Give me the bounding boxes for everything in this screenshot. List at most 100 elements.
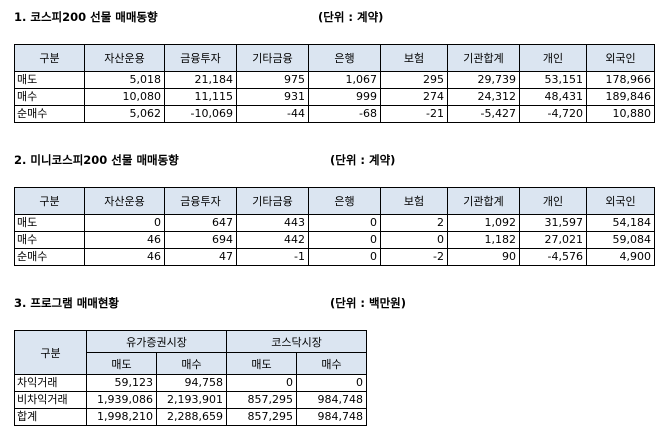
table-row: 순매수 5,062 -10,069 -44 -68 -21 -5,427 -4,… (14, 105, 655, 123)
section2-title: 2. 미니코스피200 선물 매매동향 (14, 153, 179, 167)
table-cell: 274 (380, 88, 448, 106)
table-row: 매수 46 694 442 0 0 1,182 27,021 59,084 (14, 231, 655, 249)
table-row: 합계 1,998,210 2,288,659 857,295 984,748 (14, 408, 368, 426)
table-cell: 0 (226, 374, 298, 392)
table-cell: 0 (84, 214, 165, 232)
header-cell: 은행 (308, 44, 381, 72)
table-cell: 10,080 (84, 88, 165, 106)
table-cell: 999 (308, 88, 381, 106)
table-cell: 694 (164, 231, 237, 249)
table-cell: 1,998,210 (86, 408, 157, 426)
table-cell: 11,115 (164, 88, 237, 106)
header-cell: 기관합계 (447, 44, 520, 72)
table-cell: 27,021 (519, 231, 587, 249)
table-cell: 5,018 (84, 71, 165, 89)
header-cell: 개인 (519, 187, 587, 215)
header-cell: 은행 (308, 187, 381, 215)
table-cell: 1,067 (308, 71, 381, 89)
table-cell: 0 (308, 231, 381, 249)
table-cell: 1,182 (447, 231, 520, 249)
row-label: 매도 (14, 214, 85, 232)
table-cell: 21,184 (164, 71, 237, 89)
market-header-kosdaq: 코스닥시장 (226, 330, 368, 353)
table-cell: 29,739 (447, 71, 520, 89)
table-cell: 46 (84, 248, 165, 266)
subheader-cell: 매도 (226, 352, 298, 375)
program-trading-table: 구분 유가증권시장 코스닥시장 매도 매수 매도 매수 차익거래 59,123 … (14, 330, 368, 426)
table-cell: -68 (308, 105, 381, 123)
table-cell: 5,062 (84, 105, 165, 123)
row-label: 순매수 (14, 248, 85, 266)
table-row: 매수 10,080 11,115 931 999 274 24,312 48,4… (14, 88, 655, 106)
table-subheader-row: 매도 매수 매도 매수 (15, 352, 368, 375)
table-cell: -2 (380, 248, 448, 266)
table-cell: -5,427 (447, 105, 520, 123)
table-cell: 47 (164, 248, 237, 266)
header-cell: 기관합계 (447, 187, 520, 215)
table-cell: 984,748 (296, 391, 368, 409)
header-cell: 구분 (14, 187, 85, 215)
row-label: 매수 (14, 231, 85, 249)
section2-unit: (단위 : 계약) (330, 153, 396, 167)
row-label: 매수 (14, 88, 85, 106)
table-header-row: 구분 유가증권시장 코스닥시장 (14, 330, 368, 375)
table-row: 매도 0 647 443 0 2 1,092 31,597 54,184 (14, 214, 655, 232)
header-cell: 구분 (14, 330, 87, 375)
table-cell: 0 (308, 248, 381, 266)
table-cell: -10,069 (164, 105, 237, 123)
table-row: 순매수 46 47 -1 0 -2 90 -4,576 4,900 (14, 248, 655, 266)
table-cell: 857,295 (226, 391, 298, 409)
table-cell: 984,748 (296, 408, 368, 426)
subheader-cell: 매도 (86, 352, 157, 375)
table-cell: 857,295 (226, 408, 298, 426)
table-cell: 443 (236, 214, 309, 232)
table-cell: 2,193,901 (155, 391, 228, 409)
header-cell: 기타금융 (236, 187, 309, 215)
table-header-row: 구분 자산운용 금융투자 기타금융 은행 보험 기관합계 개인 외국인 (14, 44, 655, 72)
table-cell: 90 (447, 248, 520, 266)
header-cell: 자산운용 (84, 187, 165, 215)
market-header-kospi: 유가증권시장 (85, 330, 228, 353)
table-cell: 647 (164, 214, 237, 232)
table-cell: 4,900 (586, 248, 655, 266)
table-cell: 178,966 (586, 71, 655, 89)
table-header-row: 구분 자산운용 금융투자 기타금융 은행 보험 기관합계 개인 외국인 (14, 187, 655, 215)
header-cell: 외국인 (586, 187, 655, 215)
table-cell: 10,880 (586, 105, 655, 123)
table-cell: -1 (236, 248, 309, 266)
header-cell: 자산운용 (84, 44, 165, 72)
table-cell: 94,758 (155, 374, 228, 392)
table-cell: 0 (308, 214, 381, 232)
header-cell: 금융투자 (164, 44, 237, 72)
table-cell: 59,123 (86, 374, 157, 392)
table-row: 차익거래 59,123 94,758 0 0 (14, 374, 368, 392)
table-row: 매도 5,018 21,184 975 1,067 295 29,739 53,… (14, 71, 655, 89)
header-cell: 보험 (380, 44, 448, 72)
row-label: 차익거래 (14, 374, 87, 392)
table-cell: 295 (380, 71, 448, 89)
table-cell: 931 (236, 88, 309, 106)
section1-title: 1. 코스피200 선물 매매동향 (14, 10, 158, 24)
header-cell: 개인 (519, 44, 587, 72)
table-cell: 53,151 (519, 71, 587, 89)
table-cell: 31,597 (519, 214, 587, 232)
table-cell: 54,184 (586, 214, 655, 232)
row-label: 순매수 (14, 105, 85, 123)
header-cell: 외국인 (586, 44, 655, 72)
table-cell: -4,720 (519, 105, 587, 123)
table-cell: 1,939,086 (86, 391, 157, 409)
table-cell: 1,092 (447, 214, 520, 232)
mini-kospi200-futures-table: 구분 자산운용 금융투자 기타금융 은행 보험 기관합계 개인 외국인 매도 0… (14, 187, 655, 266)
table-cell: 48,431 (519, 88, 587, 106)
table-cell: 975 (236, 71, 309, 89)
row-label: 비차익거래 (14, 391, 87, 409)
subheader-cell: 매수 (155, 352, 228, 375)
header-cell: 기타금융 (236, 44, 309, 72)
section1-unit: (단위 : 계약) (318, 10, 384, 24)
table-cell: 59,084 (586, 231, 655, 249)
row-label: 매도 (14, 71, 85, 89)
section3-unit: (단위 : 백만원) (330, 296, 407, 310)
table-cell: -4,576 (519, 248, 587, 266)
table-cell: 2,288,659 (155, 408, 228, 426)
table-cell: 46 (84, 231, 165, 249)
